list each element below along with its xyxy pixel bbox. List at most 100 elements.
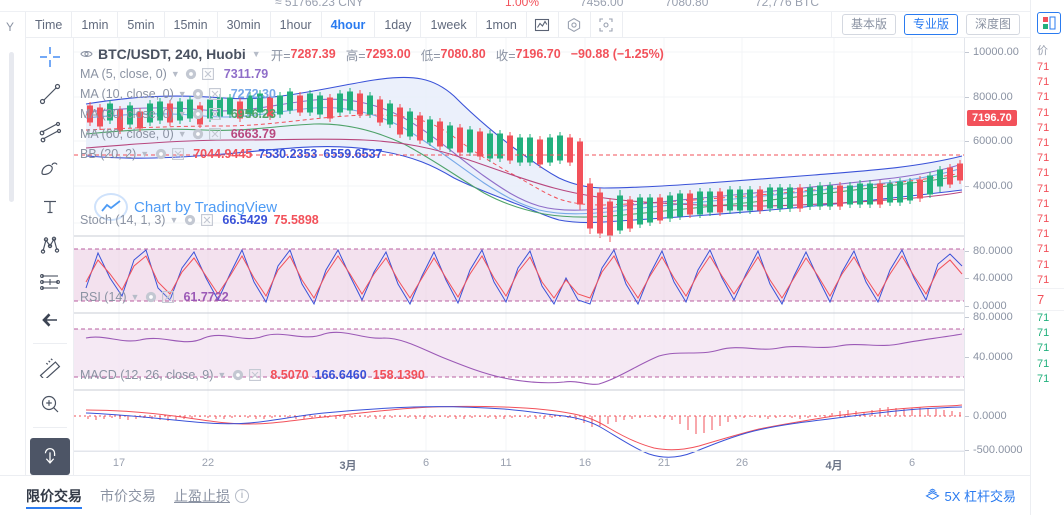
price-tick-4000: 4000.00 (973, 180, 1013, 192)
crosshair-tool[interactable] (26, 38, 74, 76)
gear-icon[interactable] (143, 290, 158, 305)
order-tabs: 限价交易 市价交易 止盈止损 i (0, 476, 249, 515)
gear-icon[interactable] (182, 213, 197, 228)
orderbook-bid-row[interactable]: 71 (1037, 342, 1050, 355)
orderbook-ask-row[interactable]: 71 (1037, 258, 1050, 271)
gear-icon[interactable] (153, 147, 168, 162)
interval-1day[interactable]: 1day (375, 12, 422, 37)
tab-market-order[interactable]: 市价交易 (100, 487, 156, 504)
chart-type-icon[interactable] (527, 12, 559, 37)
rail-scrollbar[interactable] (9, 52, 14, 202)
orderbook-ask-row[interactable]: 71 (1037, 273, 1050, 286)
stoch-tick-0: 0.0000 (973, 300, 1007, 312)
close-icon[interactable] (199, 213, 214, 228)
time-tick-0: 17 (112, 457, 126, 469)
macd-tick-0: 0.0000 (973, 410, 1007, 422)
fib-retracement-tool[interactable] (26, 263, 74, 301)
orderbook-ask-row[interactable]: 71 (1037, 167, 1050, 180)
close-icon[interactable] (247, 368, 262, 383)
orderbook-ask-row[interactable]: 71 (1037, 152, 1050, 165)
time-tick-9: 6 (908, 457, 916, 469)
orderbook-ask-row[interactable]: 71 (1037, 243, 1050, 256)
text-tool[interactable] (26, 188, 74, 226)
orderbook-ask-row[interactable]: 71 (1037, 197, 1050, 210)
orderbook-ask-row[interactable]: 71 (1037, 228, 1050, 241)
view-depth-chip[interactable]: 深度图 (965, 14, 1020, 35)
time-tick-1: 22 (201, 457, 215, 469)
ticker-cny: ≈ 51766.23 CNY (275, 0, 364, 9)
collapse-panel-button[interactable] (29, 437, 70, 476)
tab-limit-order[interactable]: 限价交易 (26, 476, 82, 515)
chart-canvas-area[interactable]: Chart by TradingView BTC/USDT, 240, Huob… (74, 38, 1030, 475)
interval-5min[interactable]: 5min (118, 12, 165, 37)
interval-1mon[interactable]: 1mon (477, 12, 527, 37)
orderbook-ask-row[interactable]: 71 (1037, 182, 1050, 195)
orderbook-panel[interactable]: 价 71 71 71 71 71 71 71 71 71 71 71 71 71… (1030, 0, 1064, 515)
trend-line-tool[interactable] (26, 76, 74, 114)
price-axis[interactable]: 10000.00 8000.00 7196.70 6000.00 4000.00… (964, 38, 1030, 475)
interval-1min[interactable]: 1min (72, 12, 119, 37)
orderbook-ask-row[interactable]: 71 (1037, 106, 1050, 119)
toolbar-divider-2 (32, 426, 67, 428)
close-icon[interactable] (201, 67, 216, 82)
orderbook-ask-row[interactable]: 71 (1037, 76, 1050, 89)
arrow-marker-tool[interactable] (26, 301, 74, 339)
close-icon[interactable] (208, 107, 223, 122)
orderbook-ask-row[interactable]: 71 (1037, 61, 1050, 73)
measure-ruler-tool[interactable] (26, 347, 74, 385)
ticker-change-pct: 1.00% (505, 0, 540, 9)
tab-stop-limit-order[interactable]: 止盈止损 (174, 487, 230, 504)
price-tick-8000: 8000.00 (973, 91, 1013, 103)
orderbook-layout-icon[interactable] (1037, 12, 1061, 34)
leverage-label: 5X 杠杆交易 (944, 489, 1016, 504)
close-icon[interactable] (170, 147, 185, 162)
orderbook-ask-row[interactable]: 71 (1037, 91, 1050, 104)
orderbook-bid-row[interactable]: 71 (1037, 327, 1050, 340)
gear-icon[interactable] (191, 87, 206, 102)
current-price-badge: 7196.70 (967, 110, 1017, 126)
gear-icon[interactable] (184, 67, 199, 82)
view-pro-chip[interactable]: 专业版 (903, 14, 958, 35)
rsi-tick-40: 40.0000 (973, 351, 1013, 363)
gear-icon[interactable] (191, 107, 206, 122)
view-mode-group: 基本版 专业版 深度图 (832, 12, 1030, 37)
interval-4hour[interactable]: 4hour (322, 12, 376, 37)
view-basic-chip[interactable]: 基本版 (841, 14, 896, 35)
close-icon[interactable] (208, 87, 223, 102)
close-icon[interactable] (160, 290, 175, 305)
time-tick-8: 4月 (825, 460, 843, 472)
info-icon[interactable]: i (235, 488, 249, 503)
orderbook-bid-row[interactable]: 71 (1037, 312, 1050, 325)
leverage-link[interactable]: 5X 杠杆交易 (925, 486, 1030, 505)
interval-30min[interactable]: 30min (218, 12, 271, 37)
orderbook-ask-row[interactable]: 71 (1037, 213, 1050, 226)
chart-svg (74, 38, 964, 458)
interval-1week[interactable]: 1week (421, 12, 477, 37)
ticker-strip: ≈ 51766.23 CNY 1.00% 7456.00 7080.80 72,… (0, 0, 1030, 12)
zoom-in-tool[interactable] (26, 385, 74, 423)
fullscreen-icon[interactable] (591, 12, 623, 37)
leverage-icon (925, 488, 941, 504)
close-icon[interactable] (208, 127, 223, 142)
orderbook-last-price: 7 (1031, 288, 1064, 312)
stoch-tick-80: 80.0000 (973, 245, 1013, 257)
indicators-icon[interactable] (559, 12, 591, 37)
orderbook-bid-row[interactable]: 71 (1037, 357, 1050, 370)
price-tick-6000: 6000.00 (973, 135, 1013, 147)
gear-icon[interactable] (191, 127, 206, 142)
order-entry-tabs-bar: 限价交易 市价交易 止盈止损 i 5X 杠杆交易 (0, 475, 1030, 515)
toolbar-spacer (623, 12, 832, 37)
interval-15min[interactable]: 15min (165, 12, 218, 37)
pattern-tool[interactable] (26, 226, 74, 264)
interval-1hour[interactable]: 1hour (271, 12, 322, 37)
orderbook-ask-row[interactable]: 71 (1037, 137, 1050, 150)
gear-icon[interactable] (230, 368, 245, 383)
drawing-toolbar (26, 38, 74, 476)
orderbook-bid-row[interactable]: 71 (1037, 372, 1050, 385)
orderbook-ask-row[interactable]: 71 (1037, 121, 1050, 134)
time-axis[interactable]: 17 22 3月 6 11 16 21 26 4月 6 (74, 451, 964, 475)
time-tick-6: 21 (657, 457, 671, 469)
ticker-high: 7456.00 (580, 0, 624, 9)
brush-tool[interactable] (26, 151, 74, 189)
parallel-channel-tool[interactable] (26, 113, 74, 151)
